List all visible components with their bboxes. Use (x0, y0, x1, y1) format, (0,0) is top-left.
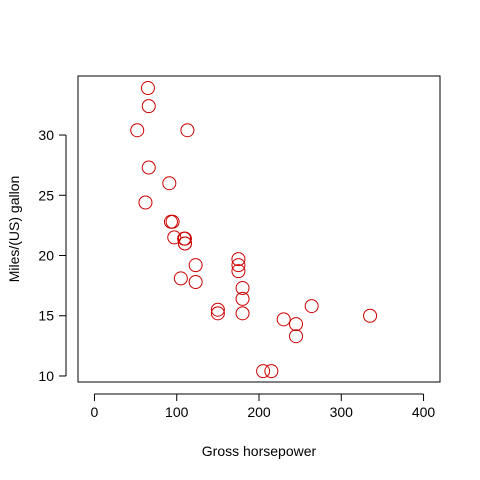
x-tick-label: 100 (165, 404, 189, 420)
x-tick-label: 200 (247, 404, 271, 420)
data-point (162, 176, 177, 191)
data-point (276, 312, 291, 327)
data-point (256, 364, 271, 379)
data-point (264, 364, 279, 379)
data-point (141, 160, 156, 175)
y-tick-label: 15 (38, 308, 54, 324)
data-point (210, 302, 225, 317)
data-point (289, 329, 304, 344)
data-point (235, 281, 250, 296)
data-point (235, 291, 250, 306)
y-tick-label: 30 (38, 127, 54, 143)
x-tick-label: 300 (330, 404, 354, 420)
data-point (177, 231, 192, 246)
x-tick-label: 400 (412, 404, 436, 420)
plot-frame (77, 75, 441, 383)
data-point (188, 275, 203, 290)
data-point (180, 123, 195, 138)
data-point (167, 230, 182, 245)
x-tick-label: 0 (91, 404, 99, 420)
data-point (165, 214, 180, 229)
data-points (130, 81, 378, 379)
y-axis: 10 15 20 25 30 (38, 127, 67, 384)
y-axis-label: Miles/(US) gallon (6, 176, 22, 283)
data-point (130, 123, 145, 138)
data-point (210, 306, 225, 321)
data-point (177, 236, 192, 251)
data-point (138, 195, 153, 210)
data-point (235, 306, 250, 321)
data-point (173, 271, 188, 286)
data-point (231, 264, 246, 279)
y-tick-label: 20 (38, 248, 54, 264)
data-point (363, 308, 378, 323)
data-point (141, 99, 156, 114)
y-tick-label: 25 (38, 187, 54, 203)
x-axis: 0 100 200 300 400 (91, 393, 436, 420)
data-point (188, 258, 203, 273)
x-axis-label: Gross horsepower (202, 443, 317, 459)
data-point (231, 252, 246, 267)
data-point (304, 299, 319, 314)
y-tick-label: 10 (38, 368, 54, 384)
data-point (289, 317, 304, 332)
data-point (231, 258, 246, 273)
data-point (140, 81, 155, 96)
